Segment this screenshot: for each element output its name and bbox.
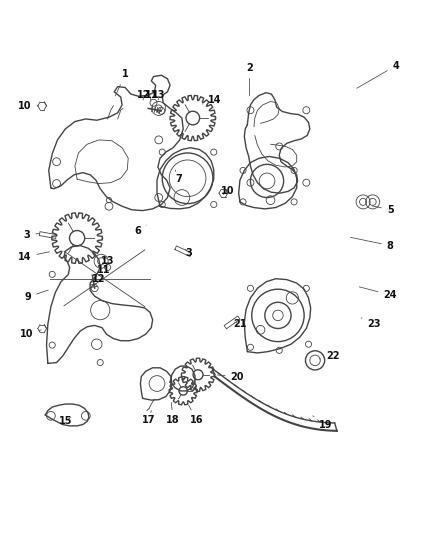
Text: 24: 24 bbox=[359, 287, 397, 300]
Text: 14: 14 bbox=[18, 252, 49, 262]
Text: 10: 10 bbox=[20, 329, 41, 339]
Text: 6: 6 bbox=[135, 225, 147, 236]
Text: 4: 4 bbox=[357, 61, 399, 88]
Text: 18: 18 bbox=[166, 402, 180, 425]
Text: 12: 12 bbox=[92, 274, 106, 284]
Text: 16: 16 bbox=[189, 405, 203, 425]
Text: 10: 10 bbox=[18, 101, 39, 111]
Text: 5: 5 bbox=[372, 205, 393, 215]
Text: 7: 7 bbox=[175, 171, 182, 184]
Text: 15: 15 bbox=[59, 416, 72, 426]
Text: 21: 21 bbox=[233, 319, 247, 329]
Text: 12: 12 bbox=[137, 91, 151, 100]
Text: 9: 9 bbox=[25, 290, 48, 302]
Text: 13: 13 bbox=[101, 256, 114, 266]
Text: 3: 3 bbox=[24, 230, 39, 240]
Text: 20: 20 bbox=[217, 372, 244, 382]
Text: 10: 10 bbox=[221, 187, 234, 196]
Text: 1: 1 bbox=[115, 69, 128, 96]
Text: 3: 3 bbox=[185, 248, 192, 259]
Text: 11: 11 bbox=[145, 91, 158, 100]
Text: 13: 13 bbox=[152, 91, 166, 100]
Text: 19: 19 bbox=[313, 416, 333, 430]
Text: 17: 17 bbox=[141, 410, 155, 425]
Text: 8: 8 bbox=[350, 237, 394, 251]
Text: 23: 23 bbox=[361, 318, 381, 329]
Text: 2: 2 bbox=[246, 63, 253, 95]
Text: 11: 11 bbox=[96, 265, 110, 275]
Text: 22: 22 bbox=[319, 351, 339, 361]
Text: 14: 14 bbox=[202, 95, 221, 104]
